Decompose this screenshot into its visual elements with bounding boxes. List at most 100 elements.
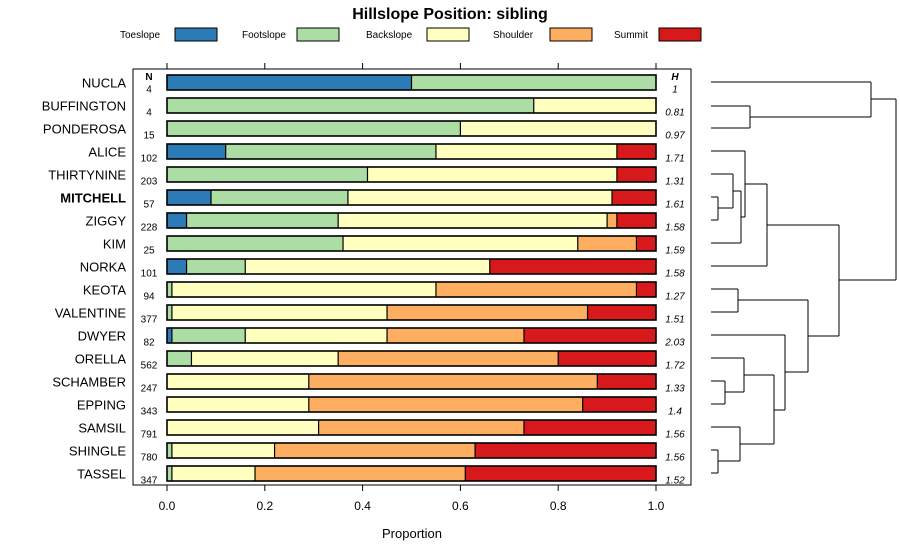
bar-row: SAMSIL 791 1.56 — [78, 419, 685, 441]
category-label: THIRTYNINE — [48, 168, 126, 183]
n-value: 562 — [141, 361, 158, 372]
bar-segment — [558, 351, 656, 366]
h-value: 2.03 — [664, 338, 685, 349]
n-value: 347 — [141, 476, 158, 487]
category-label: DWYER — [78, 329, 126, 344]
plot-frame — [132, 68, 692, 486]
bar-segment — [587, 305, 656, 320]
category-label: ZIGGY — [86, 214, 127, 229]
bar-segment — [318, 420, 524, 435]
chart-title: Hillslope Position: sibling — [352, 6, 548, 23]
bar-row: THIRTYNINE 203 1.31 — [48, 166, 685, 188]
bar-row: KIM 25 1.59 — [103, 235, 685, 257]
bar-segment — [167, 144, 226, 159]
h-value: 1.71 — [665, 154, 684, 165]
bar-segment — [167, 351, 192, 366]
x-tick-label: 1.0 — [648, 499, 665, 513]
bar-row: NORKA 101 1.58 — [80, 258, 685, 280]
legend-label: Footslope — [242, 30, 286, 41]
bar-segment — [387, 328, 524, 343]
bar-segment — [616, 213, 656, 228]
category-label: TASSEL — [77, 467, 126, 482]
category-label: ALICE — [88, 145, 126, 160]
bar-segment — [167, 420, 319, 435]
n-value: 780 — [141, 453, 158, 464]
category-label: ORELLA — [75, 352, 127, 367]
legend-swatch — [549, 27, 593, 42]
bar-segment — [338, 213, 608, 228]
dendrogram — [711, 81, 897, 474]
legend-swatch — [426, 27, 470, 42]
legend-swatch — [296, 27, 340, 42]
legend-label: Summit — [614, 30, 648, 41]
bar-outline — [166, 97, 657, 114]
dendrogram-branch — [807, 99, 897, 372]
h-value: 1.27 — [665, 292, 685, 303]
dendrogram-branch — [711, 81, 896, 129]
bar-row: EPPING 343 1.4 — [77, 396, 682, 418]
n-value: 15 — [143, 131, 155, 142]
bar-segment — [191, 351, 339, 366]
category-label: KIM — [103, 237, 126, 252]
bar-segment — [245, 328, 388, 343]
bar-row: BUFFINGTON 4 0.81 — [42, 97, 685, 119]
bar-row: NUCLA 4 1 — [82, 74, 678, 96]
category-label: MITCHELL — [60, 191, 126, 206]
bar-row: SHINGLE 780 1.56 — [69, 442, 685, 464]
bar-outline — [166, 419, 657, 436]
bar-segment — [460, 121, 656, 136]
bar-segment — [167, 328, 172, 343]
category-label: VALENTINE — [55, 306, 127, 321]
bar-segment — [597, 374, 656, 389]
h-value: 1.58 — [665, 269, 685, 280]
h-value: 1.4 — [668, 407, 682, 418]
bar-outline — [166, 120, 657, 137]
bar-segment — [607, 213, 617, 228]
x-tick-label: 0.8 — [550, 499, 567, 513]
bar-outline — [166, 304, 657, 321]
n-value: 247 — [141, 384, 158, 395]
category-label: PONDEROSA — [43, 122, 126, 137]
bar-segment — [465, 466, 656, 481]
bar-segment — [533, 98, 656, 113]
bar-segment — [611, 190, 656, 205]
bar-segment — [636, 282, 656, 297]
legend-label: Toeslope — [120, 30, 160, 41]
bar-segment — [171, 443, 275, 458]
category-label: NORKA — [80, 260, 127, 275]
bar-row: ALICE 102 1.71 — [88, 143, 685, 165]
n-value: 377 — [141, 315, 158, 326]
bar-segment — [167, 282, 172, 297]
bar-segment — [343, 236, 578, 251]
category-label: BUFFINGTON — [42, 99, 126, 114]
n-value: 4 — [146, 85, 152, 96]
bar-segment — [616, 167, 656, 182]
legend: Toeslope Footslope Backslope Shoulder Summit — [120, 27, 702, 42]
bar-row: KEOTA 94 1.27 — [83, 281, 685, 303]
bar-segment — [308, 397, 583, 412]
category-label: SHINGLE — [69, 444, 126, 459]
bar-segment — [636, 236, 656, 251]
bar-row: VALENTINE 377 1.51 — [55, 304, 685, 326]
n-value: 343 — [141, 407, 158, 418]
bar-segment — [582, 397, 656, 412]
bar-segment — [167, 397, 309, 412]
h-value: 1.51 — [665, 315, 684, 326]
legend-label: Shoulder — [493, 30, 534, 41]
n-value: 57 — [143, 200, 155, 211]
bar-segment — [225, 144, 436, 159]
bar-segment — [167, 236, 344, 251]
n-value: 228 — [141, 223, 158, 234]
bar-segment — [435, 282, 637, 297]
bar-segment — [186, 213, 339, 228]
bar-segment — [171, 282, 436, 297]
bar-segment — [167, 121, 461, 136]
bar-outline — [166, 189, 657, 206]
h-value: 0.81 — [665, 108, 684, 119]
bar-row: ZIGGY 228 1.58 — [86, 212, 685, 234]
bar-outline — [166, 327, 657, 344]
x-tick-label: 0.0 — [159, 499, 176, 513]
h-value: 1.72 — [665, 361, 685, 372]
bar-segment — [616, 144, 656, 159]
